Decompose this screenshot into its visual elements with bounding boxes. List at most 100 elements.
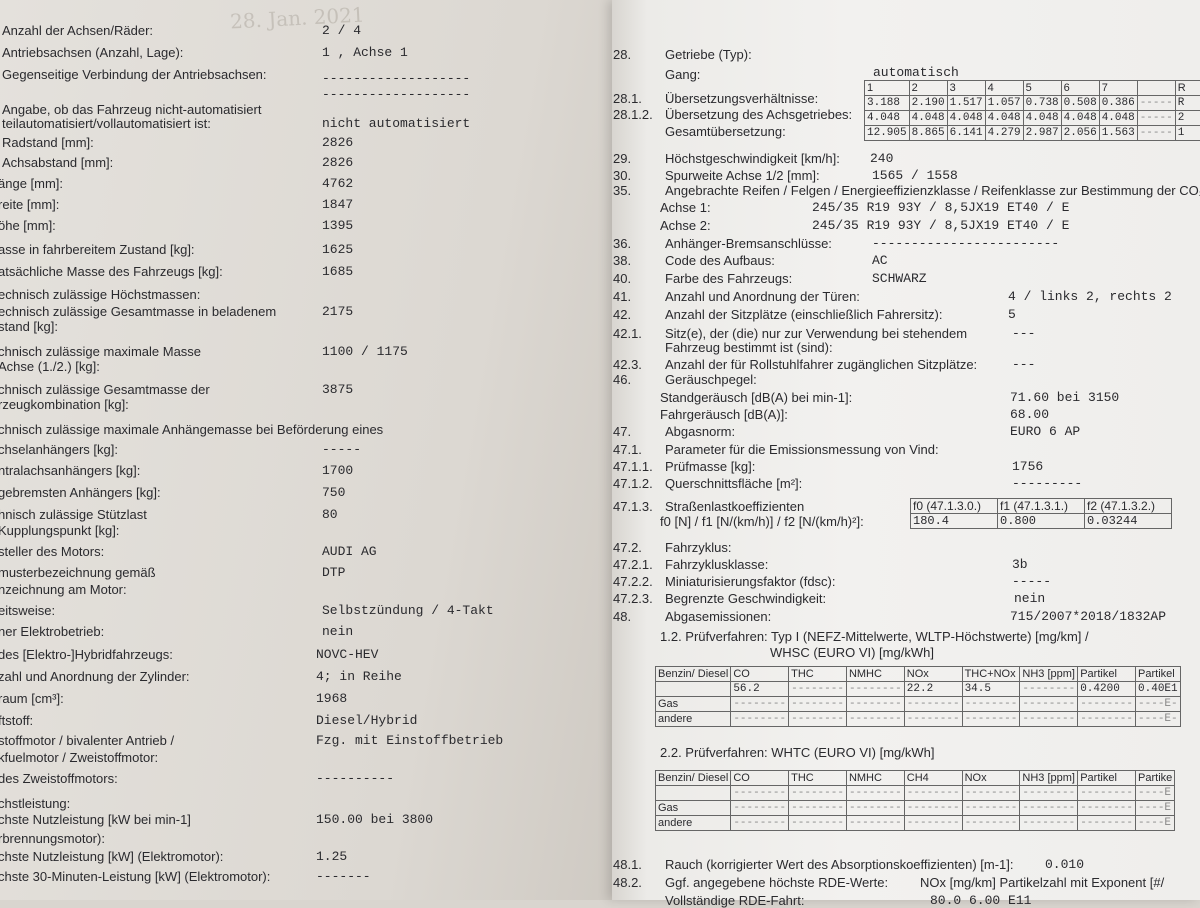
item-number: 38. (613, 254, 631, 268)
field-label: atsächliche Masse des Fahrzeugs [kg]: (0, 265, 223, 279)
table-cell: 34.5 (962, 682, 1020, 697)
table-cell: 4.048 (1023, 111, 1061, 126)
table-cell: Partikel (1136, 667, 1181, 682)
field-value: 0.010 (1045, 858, 1084, 872)
field-label: Fahrgeräusch [dB(A)]: (660, 408, 788, 422)
table-cell: -------- (962, 697, 1020, 712)
table-cell: 5 (1023, 81, 1061, 96)
field-value: 5 (1008, 308, 1016, 322)
field-value: 1700 (322, 464, 353, 478)
field-value: 1.25 (316, 850, 347, 864)
field-value: 4; in Reihe (316, 670, 402, 684)
field-label: Höchstgeschwindigkeit [km/h]: (665, 152, 840, 166)
field-value: 71.60 bei 3150 (1010, 391, 1119, 405)
field-label: öhe [mm]: (0, 219, 56, 233)
table-cell: -------- (1020, 801, 1078, 816)
field-label: chste Nutzleistung [kW] (Elektromotor): (0, 850, 223, 864)
table-cell: 1 (865, 81, 910, 96)
field-label: eitsweise: (0, 604, 55, 618)
field-label: Anzahl der für Rollstuhlfahrer zugänglic… (665, 358, 977, 372)
item-number: 47. (613, 425, 631, 439)
table-cell: -------- (962, 816, 1020, 831)
field-value: 1756 (1012, 460, 1043, 474)
table-cell: 180.4 (911, 514, 998, 529)
field-label: Vollständige RDE-Fahrt: (665, 894, 804, 908)
table-cell: -------- (1020, 786, 1078, 801)
field-value: ------------------- (322, 88, 470, 102)
field-label: Achse 1: (660, 201, 711, 215)
item-number: 47.2. (613, 541, 642, 555)
field-label: Fahrzyklusklasse: (665, 558, 768, 572)
field-label: stoffmotor / bivalenter Antrieb / (0, 734, 174, 748)
field-value: automatisch (873, 66, 959, 80)
field-value: AC (872, 254, 888, 268)
field-value: ---------- (316, 772, 394, 786)
field-label: Achse (1./2.) [kg]: (0, 360, 100, 374)
table-cell: 4 (985, 81, 1023, 96)
field-value: 68.00 (1010, 408, 1049, 422)
table-cell: -------- (904, 786, 962, 801)
field-value: 80.0 6.00 E11 (930, 894, 1031, 908)
table-cell: THC (789, 667, 847, 682)
table-cell: -------- (1020, 816, 1078, 831)
table-cell: NMHC (846, 771, 904, 786)
field-value: 245/35 R19 93Y / 8,5JX19 ET40 / E (812, 219, 1069, 233)
field-label: Achsabstand [mm]: (2, 156, 113, 170)
item-number: 46. (613, 373, 631, 387)
field-label: Kupplungspunkt [kg]: (0, 524, 119, 538)
item-number: 28. (613, 48, 631, 62)
table-cell: NMHC (846, 667, 904, 682)
table-cell: -------- (846, 712, 904, 727)
table-cell: -------- (1078, 712, 1136, 727)
table-cell: -------- (846, 816, 904, 831)
item-number: 40. (613, 272, 631, 286)
item-number: 36. (613, 237, 631, 251)
table-cell: 0.508 (1061, 96, 1099, 111)
field-label: hnisch zulässige Stützlast (0, 508, 147, 522)
table-cell: THC+NOx (962, 667, 1020, 682)
table-cell: 22.2 (904, 682, 962, 697)
table-cell: -------- (731, 712, 789, 727)
field-label: asse in fahrbereitem Zustand [kg]: (0, 243, 195, 257)
item-number: 47.1. (613, 443, 642, 457)
field-label: Achse 2: (660, 219, 711, 233)
field-value: ------------------- (322, 72, 470, 86)
table-cell: -------- (962, 712, 1020, 727)
item-number: 47.2.1. (613, 558, 653, 572)
table-cell: f2 (47.1.3.2.) (1085, 499, 1172, 514)
field-value: 240 (870, 152, 893, 166)
table-cell: -------- (789, 712, 847, 727)
table-cell: ----- (1137, 126, 1175, 141)
field-label: chnisch zulässige Gesamtmasse der (0, 383, 210, 397)
table-cell: -------- (1078, 801, 1136, 816)
field-value: 1395 (322, 219, 353, 233)
field-label: Anzahl der Sitzplätze (einschließlich Fa… (665, 308, 942, 322)
field-value: 4762 (322, 177, 353, 191)
field-label: Prüfmasse [kg]: (665, 460, 755, 474)
field-label: Straßenlastkoeffizienten (665, 500, 804, 514)
field-label: musterbezeichnung gemäß (0, 566, 156, 580)
table-cell: 6 (1061, 81, 1099, 96)
table-cell: -------- (1078, 697, 1136, 712)
field-label: Fahrzeug bestimmt ist (sind): (665, 341, 833, 355)
table-cell: -------- (904, 712, 962, 727)
field-label: Farbe des Fahrzeugs: (665, 272, 792, 286)
table-cell: -------- (789, 786, 847, 801)
field-label: Gegenseitige Verbindung der Antriebsachs… (2, 68, 267, 82)
table-row: f0 (47.1.3.0.)f1 (47.1.3.1.)f2 (47.1.3.2… (911, 499, 1172, 514)
table-cell: -------- (904, 801, 962, 816)
field-label: Parameter für die Emissionsmessung von V… (665, 443, 939, 457)
table-cell: f0 (47.1.3.0.) (911, 499, 998, 514)
table-cell: 56.2 (731, 682, 789, 697)
field-label: Übersetzung des Achsgetriebes: (665, 108, 852, 122)
table-cell: ----E (1136, 786, 1175, 801)
item-number: 35. (613, 184, 631, 198)
item-number: 42.3. (613, 358, 642, 372)
field-value: --- (1012, 358, 1035, 372)
table-cell: 1.517 (947, 96, 985, 111)
field-label: chnisch zulässige maximale Anhängemasse … (0, 423, 383, 437)
